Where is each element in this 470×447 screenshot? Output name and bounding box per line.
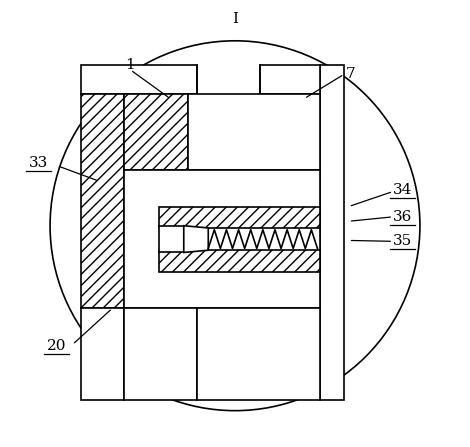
Text: 20: 20 xyxy=(47,339,67,353)
Text: 7: 7 xyxy=(346,67,356,81)
Bar xyxy=(320,65,344,400)
Bar xyxy=(81,308,124,400)
Text: 33: 33 xyxy=(29,156,48,170)
Text: 34: 34 xyxy=(392,183,412,197)
Text: 1: 1 xyxy=(125,58,135,72)
Text: 35: 35 xyxy=(392,234,412,249)
Bar xyxy=(81,94,124,308)
Bar xyxy=(124,94,188,170)
Text: 36: 36 xyxy=(392,210,412,224)
Bar xyxy=(159,226,184,253)
Bar xyxy=(188,94,320,170)
Bar xyxy=(159,207,320,228)
Bar xyxy=(124,308,197,400)
Bar xyxy=(124,170,320,308)
Bar xyxy=(159,250,320,272)
Bar xyxy=(197,308,320,400)
Text: I: I xyxy=(232,12,238,25)
Bar xyxy=(259,65,320,94)
Polygon shape xyxy=(184,226,208,253)
Bar xyxy=(81,65,197,94)
